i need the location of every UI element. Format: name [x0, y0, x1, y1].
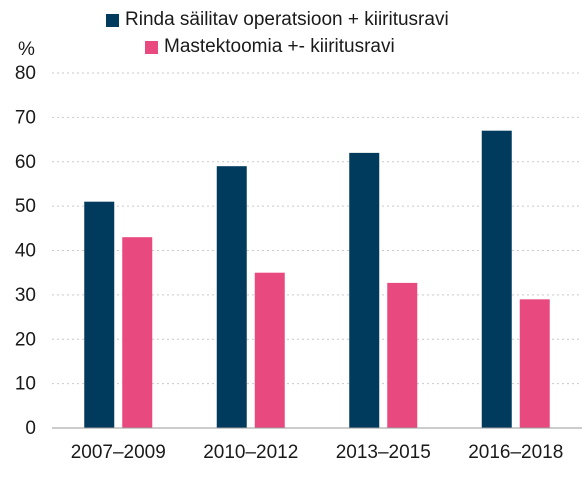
y-axis-unit-label: % — [18, 39, 35, 60]
x-axis-ticks: 2007–2009 2010–2012 2013–2015 2016–2018 — [71, 442, 564, 463]
y-tick-label: 10 — [15, 374, 36, 395]
y-tick-label: 20 — [15, 329, 36, 350]
bar-series-1-0 — [84, 201, 115, 428]
bar-series-1-3 — [481, 130, 512, 428]
bars — [84, 130, 550, 428]
y-axis-ticks: 0 10 20 30 40 50 60 70 80 — [15, 63, 36, 439]
y-tick-label: 0 — [25, 418, 36, 439]
bar-series-2-0 — [122, 237, 153, 428]
y-tick-label: 80 — [15, 63, 36, 84]
y-tick-label: 40 — [15, 241, 36, 262]
legend-label-series-2: Mastektoomia +- kiiritusravi — [164, 36, 395, 57]
bar-series-1-1 — [216, 166, 247, 428]
y-tick-label: 70 — [15, 107, 36, 128]
bar-series-2-2 — [387, 282, 418, 428]
legend-swatch-series-1 — [106, 13, 119, 27]
bar-series-2-1 — [254, 272, 285, 428]
x-tick-label: 2007–2009 — [71, 442, 166, 463]
legend: Rinda säilitav operatsioon + kiiritusrav… — [0, 0, 588, 70]
y-tick-label: 60 — [15, 152, 36, 173]
x-tick-label: 2013–2015 — [336, 442, 431, 463]
x-tick-label: 2010–2012 — [203, 442, 298, 463]
y-tick-label: 50 — [15, 196, 36, 217]
legend-swatch-series-2 — [145, 40, 158, 54]
bar-series-1-2 — [349, 152, 380, 428]
legend-item-series-1: Rinda säilitav operatsioon + kiiritusrav… — [106, 9, 449, 31]
legend-label-series-1: Rinda säilitav operatsioon + kiiritusrav… — [125, 9, 449, 30]
y-tick-label: 30 — [15, 285, 36, 306]
x-tick-label: 2016–2018 — [468, 442, 563, 463]
bar-series-2-3 — [519, 299, 550, 428]
legend-item-series-2: Mastektoomia +- kiiritusravi — [145, 36, 395, 58]
